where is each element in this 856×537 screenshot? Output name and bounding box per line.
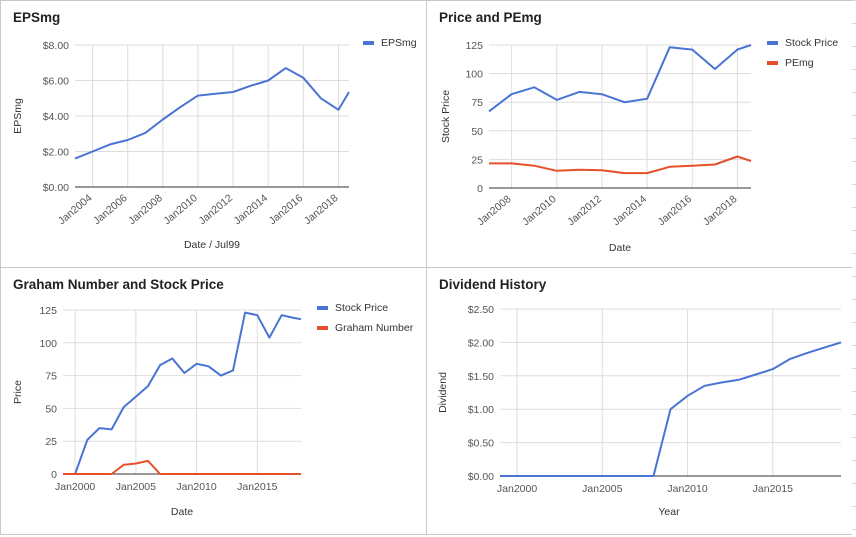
x-axis-title: Date <box>609 242 631 254</box>
y-axis-title: Price <box>12 380 24 404</box>
x-tick-label: Jan2012 <box>565 193 604 228</box>
x-tick-label: Jan2010 <box>161 192 200 227</box>
y-tick-label: 125 <box>465 40 483 52</box>
y-tick-label: 0 <box>51 469 57 481</box>
y-tick-label: 100 <box>465 69 483 81</box>
y-tick-label: $8.00 <box>43 40 69 52</box>
chart-title: Graham Number and Stock Price <box>13 277 224 292</box>
x-tick-label: Jan2000 <box>55 481 95 493</box>
legend-label: Graham Number <box>335 322 414 334</box>
y-tick-label: 75 <box>45 371 57 383</box>
chart-title: EPSmg <box>13 10 61 25</box>
x-tick-label: Jan2004 <box>56 192 95 227</box>
series-line-pemg <box>489 155 752 175</box>
x-tick-label: Jan2010 <box>176 481 216 493</box>
series-line-epsmg <box>74 67 350 160</box>
x-tick-label: Jan2016 <box>267 192 306 227</box>
x-tick-label: Jan2010 <box>667 483 707 495</box>
x-tick-label: Jan2010 <box>520 193 559 228</box>
x-tick-label: Jan2008 <box>126 192 165 227</box>
price-pe-chart-panel: Price and PEmg 0 25 50 75 100 125 Jan2008 Jan20… <box>426 0 853 268</box>
x-tick-label: Jan2005 <box>116 481 156 493</box>
y-tick-label: 25 <box>45 436 57 448</box>
y-tick-label: $6.00 <box>43 76 69 88</box>
x-tick-label: Jan2018 <box>701 193 740 228</box>
y-tick-label: $0.50 <box>468 438 494 450</box>
y-tick-label: 75 <box>471 97 483 109</box>
series-line-stock-price <box>488 44 752 113</box>
x-tick-label: Jan2015 <box>753 483 793 495</box>
y-tick-label: $4.00 <box>43 111 69 123</box>
legend-label: Stock Price <box>785 37 838 49</box>
y-tick-label: 50 <box>45 403 57 415</box>
graham-chart-svg: 0 25 50 75 100 125 Jan2000 Jan2005 Jan2010 Jan201… <box>12 302 414 518</box>
x-tick-label: Jan2018 <box>302 192 341 227</box>
legend-swatch <box>767 41 778 45</box>
y-tick-label: $1.50 <box>468 371 494 383</box>
x-tick-label: Jan2005 <box>582 483 622 495</box>
y-tick-label: $2.50 <box>468 304 494 316</box>
chart-title: Dividend History <box>439 277 547 292</box>
x-tick-label: Jan2008 <box>475 193 514 228</box>
y-axis-title: EPSmg <box>12 98 24 134</box>
x-tick-label: Jan2015 <box>237 481 277 493</box>
x-tick-label: Jan2012 <box>196 192 235 227</box>
x-axis-title: Date / Jul99 <box>184 239 240 251</box>
legend-label: EPSmg <box>381 37 417 49</box>
y-tick-label: $0.00 <box>468 471 494 483</box>
legend-swatch <box>767 61 778 65</box>
y-tick-label: $2.00 <box>43 147 69 159</box>
x-tick-label: Jan2006 <box>91 192 130 227</box>
spreadsheet-gridline-strip <box>852 0 856 537</box>
x-axis-title: Date <box>171 506 193 518</box>
y-tick-label: $0.00 <box>43 182 69 194</box>
x-axis-title: Year <box>658 506 680 518</box>
series-line-stock-price <box>63 311 302 475</box>
eps-chart-svg: $0.00$2.00$4.00$6.00$8.00Jan2004Jan2006J… <box>12 37 417 251</box>
y-axis-title: Stock Price <box>440 90 452 143</box>
y-axis-title: Dividend <box>437 372 449 413</box>
y-tick-label: 0 <box>477 183 483 195</box>
legend-label: PEmg <box>785 57 814 69</box>
legend-swatch <box>363 41 374 45</box>
y-tick-label: 25 <box>471 154 483 166</box>
dividend-chart-panel: Dividend History $0.00 $0.50 $1.00 $1.50 $2.… <box>426 267 853 535</box>
y-tick-label: 50 <box>471 126 483 138</box>
legend-swatch <box>317 326 328 330</box>
legend-label: Stock Price <box>335 302 388 314</box>
graham-chart-panel: Graham Number and Stock Price 0 25 50 75 100… <box>0 267 427 535</box>
y-tick-label: 100 <box>39 338 57 350</box>
y-tick-label: $1.00 <box>468 404 494 416</box>
legend-swatch <box>317 306 328 310</box>
dividend-chart-svg: $0.00 $0.50 $1.00 $1.50 $2.00 $2.50 Jan2000 Jan… <box>437 304 842 518</box>
x-tick-label: Jan2016 <box>656 193 695 228</box>
y-tick-label: 125 <box>39 305 57 317</box>
eps-chart-panel: EPSmg $0.00 $2.00 $4.00 $6.00 $8.00 Jan2004 Ja… <box>0 0 427 268</box>
chart-title: Price and PEmg <box>439 10 542 25</box>
x-tick-label: Jan2000 <box>497 483 537 495</box>
x-tick-label: Jan2014 <box>610 193 649 228</box>
y-tick-label: $2.00 <box>468 337 494 349</box>
x-tick-label: Jan2014 <box>232 192 271 227</box>
series-line-graham-number <box>63 459 301 475</box>
series-line-dividend <box>500 341 842 477</box>
